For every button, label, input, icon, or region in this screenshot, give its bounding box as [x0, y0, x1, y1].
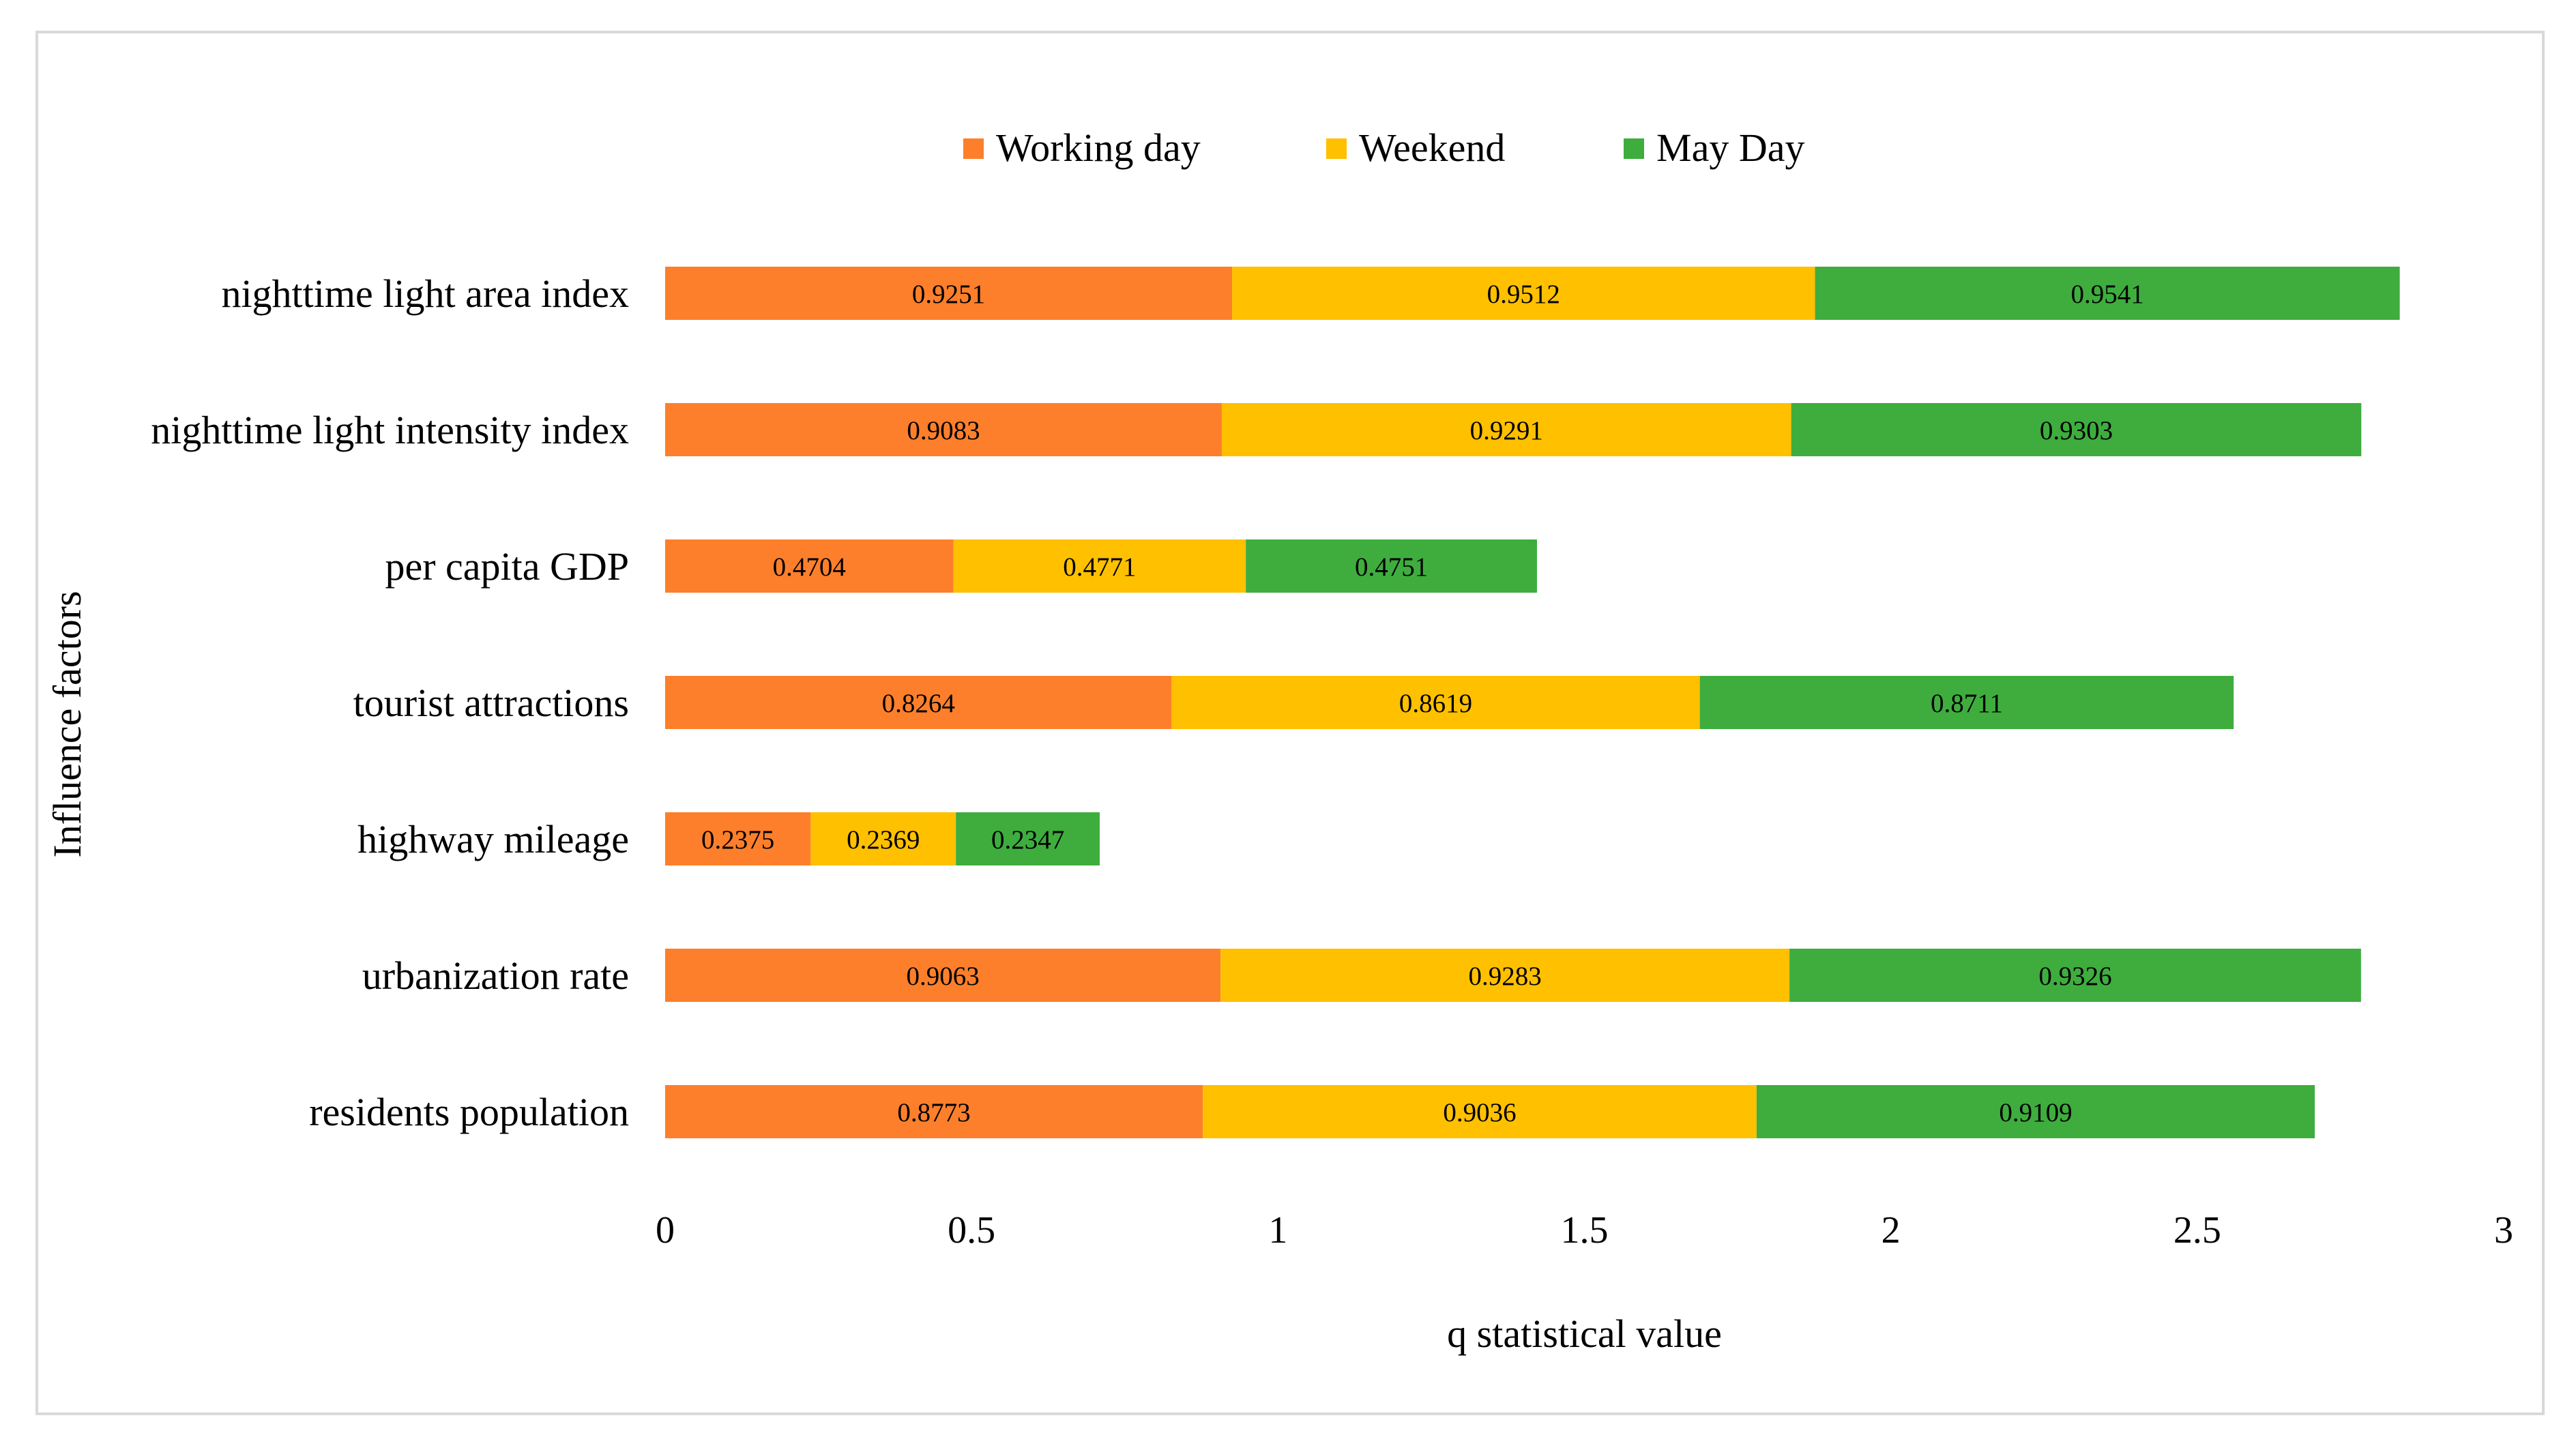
data-label-3-1: 0.8619	[1399, 689, 1472, 718]
bar-segment-4-0	[665, 812, 811, 865]
bar-segment-0-0	[665, 267, 1233, 320]
bar-segment-5-1	[1220, 949, 1790, 1002]
data-label-0-0: 0.9251	[912, 280, 985, 309]
bar-segment-1-2	[1791, 403, 2362, 456]
y-axis-title: Influence factors	[45, 591, 89, 857]
x-tick-label-2: 1	[1268, 1209, 1287, 1251]
category-label-6: residents population	[309, 1090, 629, 1134]
data-label-6-2: 0.9109	[1999, 1098, 2072, 1127]
bar-segment-6-1	[1203, 1085, 1757, 1138]
x-axis-title: q statistical value	[1447, 1312, 1722, 1356]
bar-segment-0-1	[1232, 267, 1815, 320]
data-label-5-2: 0.9326	[2038, 962, 2111, 991]
bar-segment-0-2	[1815, 267, 2400, 320]
data-label-4-0: 0.2375	[701, 825, 774, 855]
data-label-0-1: 0.9512	[1487, 280, 1560, 309]
bar-segment-5-0	[665, 949, 1221, 1002]
bar-segment-4-2	[956, 812, 1100, 865]
bar-segment-5-2	[1789, 949, 2361, 1002]
bar-segment-2-2	[1246, 539, 1537, 593]
category-label-3: tourist attractions	[353, 681, 629, 725]
legend-label-2: May Day	[1656, 125, 1804, 170]
bar-segment-2-1	[953, 539, 1246, 593]
data-label-4-2: 0.2347	[991, 825, 1064, 855]
data-label-2-0: 0.4704	[773, 552, 846, 582]
legend: Working day Weekend May Day	[963, 125, 1804, 170]
data-label-1-1: 0.9291	[1470, 416, 1543, 445]
data-label-6-1: 0.9036	[1443, 1098, 1516, 1127]
bar-segment-3-1	[1171, 676, 1700, 729]
bar-segment-2-0	[665, 539, 954, 593]
x-tick-label-1: 0.5	[948, 1209, 995, 1251]
data-label-2-2: 0.4751	[1355, 552, 1428, 582]
bar-segment-3-2	[1699, 676, 2234, 729]
bar-segment-3-0	[665, 676, 1172, 729]
category-label-4: highway mileage	[357, 817, 629, 861]
category-labels: nighttime light area index nighttime ligh…	[151, 271, 629, 1134]
category-label-1: nighttime light intensity index	[151, 408, 629, 452]
data-label-3-2: 0.8711	[1931, 689, 2003, 718]
legend-swatch-0	[963, 138, 984, 159]
x-tick-label-5: 2.5	[2174, 1209, 2221, 1251]
bar-segment-6-0	[665, 1085, 1203, 1138]
data-label-2-1: 0.4771	[1063, 552, 1136, 582]
x-axis-ticks: 0 0.5 1 1.5 2 2.5 3	[656, 1209, 2513, 1251]
bar-segment-6-2	[1756, 1085, 2315, 1138]
data-label-5-0: 0.9063	[906, 962, 979, 991]
data-label-0-2: 0.9541	[2070, 280, 2143, 309]
data-label-4-1: 0.2369	[847, 825, 920, 855]
x-tick-label-4: 2	[1882, 1209, 1901, 1251]
category-label-2: per capita GDP	[385, 544, 629, 589]
x-tick-label-0: 0	[656, 1209, 675, 1251]
bar-segment-1-1	[1221, 403, 1791, 456]
legend-label-1: Weekend	[1359, 125, 1505, 170]
bar-segment-1-0	[665, 403, 1222, 456]
legend-swatch-1	[1326, 138, 1347, 159]
legend-label-0: Working day	[996, 125, 1201, 170]
bar-segment-4-1	[810, 812, 956, 865]
data-label-3-0: 0.8264	[882, 689, 955, 718]
data-label-5-1: 0.9283	[1468, 962, 1541, 991]
data-label-6-0: 0.8773	[897, 1098, 970, 1127]
category-label-0: nighttime light area index	[221, 271, 629, 316]
x-tick-label-6: 3	[2494, 1209, 2513, 1251]
category-label-5: urbanization rate	[362, 953, 629, 998]
legend-swatch-2	[1624, 138, 1644, 159]
data-label-1-2: 0.9303	[2040, 416, 2113, 445]
bars: 0.9251 0.9512 0.9541 0.9083 0.9291 0.9303 0.47…	[665, 267, 2400, 1138]
x-tick-label-3: 1.5	[1561, 1209, 1609, 1251]
data-label-1-0: 0.9083	[907, 416, 980, 445]
